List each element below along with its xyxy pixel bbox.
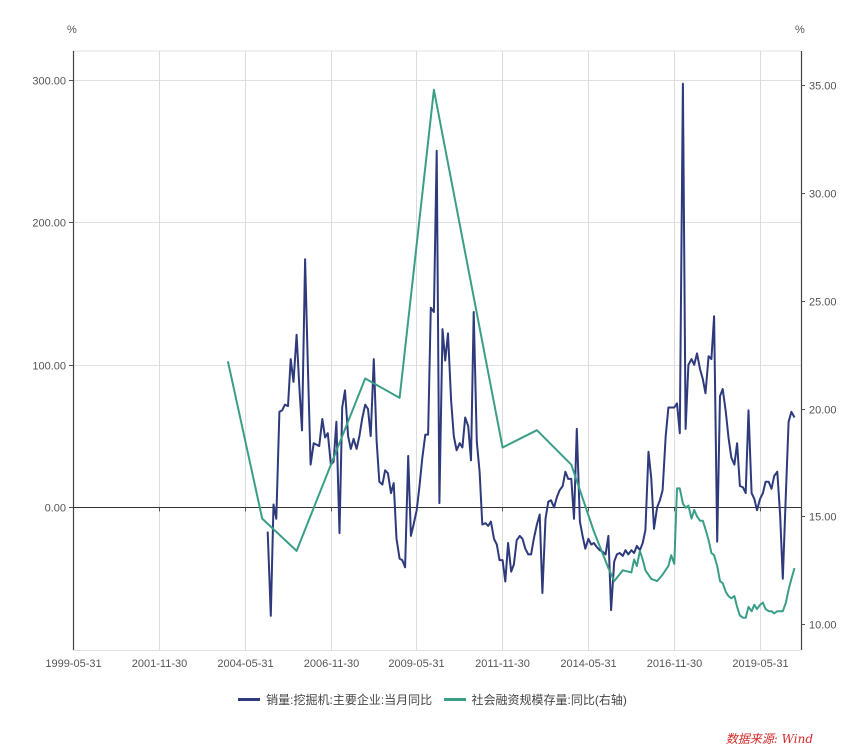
- left-axis-tick-label: 200.00: [32, 218, 66, 230]
- legend: 销量:挖掘机:主要企业:当月同比 社会融资规模存量:同比(右轴): [0, 690, 865, 708]
- series-lines: [226, 82, 796, 619]
- legend-item-social-financing[interactable]: 社会融资规模存量:同比(右轴): [443, 691, 627, 708]
- right-axis-unit: %: [795, 24, 805, 36]
- right-axis-tick-label: 20.00: [809, 405, 837, 417]
- data-source-note: 数据来源: Wind: [725, 732, 813, 746]
- left-axis-tick-label: 0.00: [45, 503, 66, 515]
- x-axis-tick-label: 2016-11-30: [647, 658, 702, 670]
- x-axis-tick-label: 1999-05-31: [45, 658, 101, 670]
- x-axis-tick-label: 2014-05-31: [560, 658, 616, 670]
- right-axis-tick-label: 10.00: [809, 620, 837, 632]
- legend-swatch-navy: [238, 698, 261, 701]
- axes: 300.00 200.00 100.00 0.00 1999-05-31 2001-11-…: [32, 51, 837, 670]
- x-axis-tick-label: 2011-11-30: [475, 658, 530, 670]
- x-axis-tick-label: 2001-11-30: [132, 658, 187, 670]
- legend-item-excavator-sales[interactable]: 销量:挖掘机:主要企业:当月同比: [238, 691, 432, 708]
- left-axis-tick-label: 300.00: [32, 76, 66, 88]
- right-axis-tick-label: 25.00: [809, 297, 837, 309]
- legend-swatch-teal: [443, 698, 466, 701]
- gridlines: [73, 50, 801, 651]
- excavator-sales-line: [266, 82, 796, 617]
- x-axis-tick-label: 2004-05-31: [217, 658, 273, 670]
- right-axis-tick-label: 15.00: [809, 512, 837, 524]
- left-axis-unit: %: [67, 24, 77, 36]
- legend-label: 社会融资规模存量:同比(右轴): [471, 693, 627, 707]
- left-axis-tick-label: 100.00: [32, 361, 66, 373]
- x-axis-tick-label: 2009-05-31: [388, 658, 444, 670]
- right-axis-tick-label: 30.00: [809, 189, 837, 201]
- right-axis-tick-label: 35.00: [809, 81, 837, 93]
- x-axis-tick-label: 2019-05-31: [732, 658, 788, 670]
- social-financing-line: [226, 88, 796, 619]
- x-axis-tick-label: 2006-11-30: [304, 658, 359, 670]
- legend-label: 销量:挖掘机:主要企业:当月同比: [266, 693, 433, 707]
